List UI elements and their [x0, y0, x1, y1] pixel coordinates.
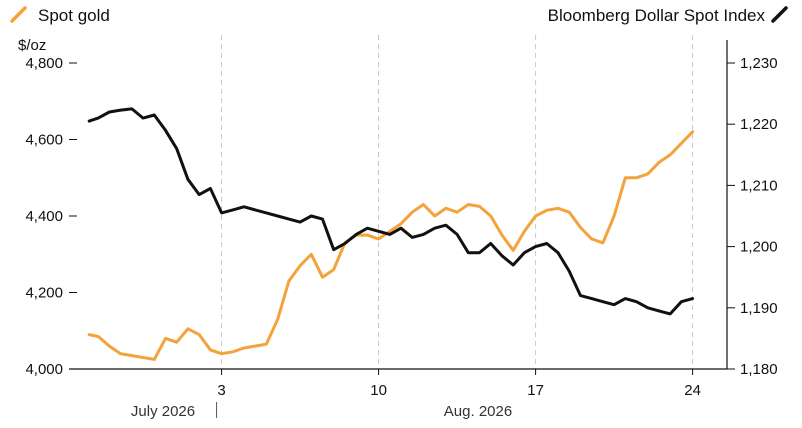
- left-tick-label: 4,800: [25, 55, 63, 72]
- legend-gold-label: Spot gold: [38, 6, 110, 25]
- spot-gold-line: [87, 130, 695, 361]
- legend-dollar-swatch: [771, 6, 788, 23]
- x-tick-label: 3: [217, 382, 225, 399]
- dollar-index-line: [87, 107, 695, 316]
- left-tick-label: 4,200: [25, 285, 63, 302]
- axis-layer: 4,000 4,200 4,400 4,600 4,800 1,180 1,190 1,200…: [25, 40, 778, 420]
- right-tick-label: 1,220: [740, 116, 778, 133]
- legend-dollar-label: Bloomberg Dollar Spot Index: [548, 6, 766, 25]
- legend-gold-swatch: [10, 6, 27, 23]
- right-tick-label: 1,200: [740, 239, 778, 256]
- left-tick-label: 4,000: [25, 361, 63, 378]
- x-tick-label: 24: [684, 382, 701, 399]
- left-tick-label: 4,400: [25, 208, 63, 225]
- right-tick-label: 1,210: [740, 177, 778, 194]
- right-tick-label: 1,190: [740, 300, 778, 317]
- month-label-july: July 2026: [131, 403, 195, 420]
- left-tick-label: 4,600: [25, 132, 63, 149]
- legend: Spot gold Bloomberg Dollar Spot Index: [10, 6, 788, 25]
- month-label-august: Aug. 2026: [444, 403, 512, 420]
- series-layer: [87, 107, 695, 361]
- grid-layer: [221, 35, 694, 369]
- left-axis-unit: $/oz: [18, 37, 46, 54]
- x-tick-label: 17: [527, 382, 544, 399]
- x-tick-label: 10: [370, 382, 387, 399]
- right-tick-label: 1,230: [740, 55, 778, 72]
- right-tick-label: 1,180: [740, 361, 778, 378]
